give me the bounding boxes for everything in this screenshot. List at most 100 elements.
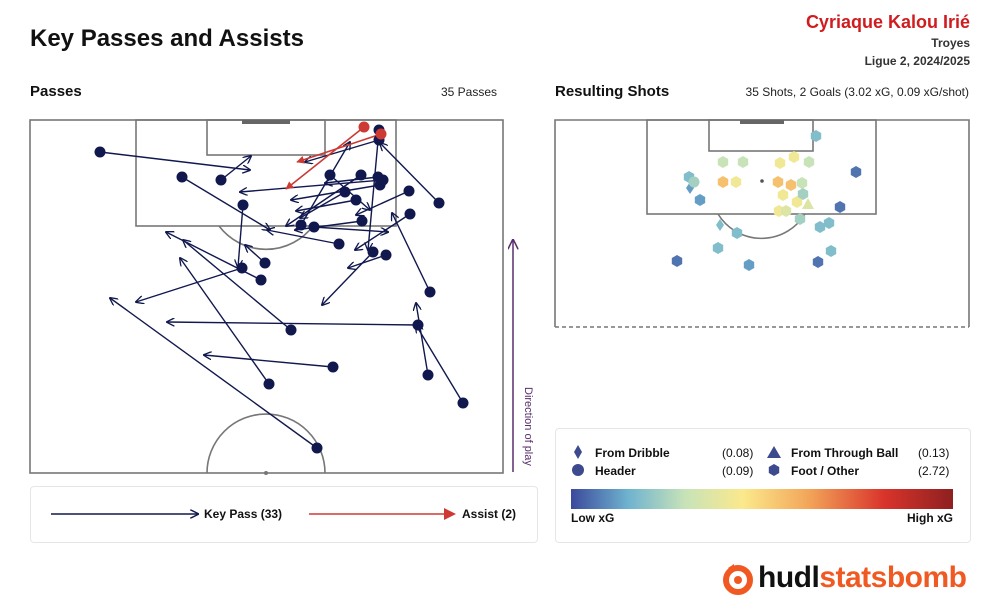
- key-pass-origin: [333, 238, 345, 250]
- shot-marker-foot: [797, 188, 809, 200]
- shots-goal-mouth: [740, 120, 784, 124]
- shot-marker-foot: [796, 177, 808, 189]
- shot-marker-foot: [803, 156, 815, 168]
- through-ball-legend-label: From Through Ball: [791, 446, 899, 460]
- key-pass-line: [325, 176, 379, 183]
- foot-legend-label: Foot / Other: [791, 464, 859, 478]
- key-pass-line: [183, 240, 292, 331]
- assist-origin: [375, 128, 387, 140]
- assist-line: [285, 126, 365, 190]
- key-pass-origin: [403, 185, 415, 197]
- goal-mouth: [242, 120, 290, 124]
- statsbomb-logo-icon: [723, 564, 753, 595]
- xg-colorbar: [571, 489, 953, 509]
- shot-marker-foot: [737, 156, 749, 168]
- shot-marker-dribble: [716, 219, 724, 231]
- dribble-legend-value: (0.08): [722, 446, 754, 460]
- shot-marker-through: [802, 198, 814, 209]
- key-pass-origin: [372, 171, 384, 183]
- assist-origin: [358, 121, 370, 133]
- shot-legend: [555, 428, 971, 543]
- passes-count: 35 Passes: [440, 85, 497, 99]
- key-pass-line: [167, 322, 419, 325]
- key-pass-origin: [412, 319, 424, 331]
- brand-wordmark: hudlstatsbomb: [758, 561, 967, 595]
- shot-marker-foot: [694, 194, 706, 206]
- key-pass-origin: [356, 215, 368, 227]
- passes-title: Passes: [30, 83, 82, 100]
- key-pass-origin: [380, 249, 392, 261]
- pass-layer: [94, 121, 469, 454]
- through-ball-legend-icon: [767, 446, 781, 458]
- brand-part-hudl: hudl: [758, 561, 820, 594]
- key-pass-line: [368, 129, 380, 250]
- shot-legend-graphics: [571, 445, 953, 509]
- shot-marker-foot: [810, 130, 822, 142]
- shot-marker-foot: [774, 157, 786, 169]
- shot-marker-foot: [731, 227, 743, 239]
- shot-marker-foot: [712, 242, 724, 254]
- key-pass-line: [240, 179, 384, 192]
- key-pass-origin: [311, 442, 323, 454]
- key-pass-line: [356, 190, 410, 215]
- dribble-legend-icon: [574, 445, 582, 459]
- key-pass-origin: [94, 146, 106, 158]
- key-pass-line: [220, 156, 251, 181]
- key-pass-line: [322, 251, 374, 305]
- key-pass-origin: [308, 221, 320, 233]
- key-pass-origin: [295, 219, 307, 231]
- key-pass-line: [296, 199, 357, 211]
- player-name: Cyriaque Kalou Irié: [805, 12, 970, 32]
- shot-marker-foot: [780, 205, 792, 217]
- key-pass-origin: [350, 194, 362, 206]
- key-pass-line: [110, 298, 318, 449]
- key-pass-line: [348, 254, 387, 268]
- key-pass-origin: [255, 274, 267, 286]
- key-pass-line: [313, 226, 388, 232]
- key-pass-line: [416, 325, 464, 404]
- shot-marker-foot: [730, 176, 742, 188]
- header-legend-value: (0.09): [722, 464, 754, 478]
- key-pass-origin: [433, 197, 445, 209]
- key-pass-origin: [236, 262, 248, 274]
- key-pass-line: [392, 213, 431, 293]
- key-pass-line: [295, 220, 363, 230]
- key-pass-origin: [176, 171, 188, 183]
- dribble-legend-label: From Dribble: [595, 446, 670, 460]
- direction-of-play-label: Direction of play: [522, 387, 534, 466]
- shot-marker-foot: [717, 156, 729, 168]
- shot-marker-header: [688, 176, 700, 188]
- shot-layer: [671, 130, 862, 271]
- foot-legend-icon: [768, 464, 780, 476]
- key-pass-line: [180, 258, 270, 385]
- key-pass-line: [204, 355, 334, 368]
- competition-label: Ligue 2, 2024/2025: [864, 54, 970, 68]
- header-legend-icon: [572, 464, 584, 476]
- key-pass-line: [99, 151, 250, 170]
- shot-marker-foot: [850, 166, 862, 178]
- key-pass-origin: [404, 208, 416, 220]
- key-pass-origin: [324, 169, 336, 181]
- through-ball-legend-value: (0.13): [918, 446, 950, 460]
- team-name: Troyes: [931, 36, 970, 50]
- shot-marker-foot: [671, 255, 683, 267]
- shot-marker-foot: [834, 201, 846, 213]
- shots-pitch-lines: [554, 119, 970, 328]
- key-pass-origin: [457, 397, 469, 409]
- shot-marker-foot: [825, 245, 837, 257]
- key-pass-origin: [367, 246, 379, 258]
- shots-title: Resulting Shots: [555, 83, 670, 100]
- key-pass-origin: [327, 361, 339, 373]
- key-pass-origin: [263, 378, 275, 390]
- centre-spot: [264, 471, 268, 475]
- shot-marker-foot: [772, 176, 784, 188]
- key-pass-origin: [424, 286, 436, 298]
- key-pass-origin: [355, 169, 367, 181]
- header-legend-label: Header: [595, 464, 636, 478]
- assist-legend-label: Assist (2): [462, 507, 517, 521]
- key-pass-origin: [215, 174, 227, 186]
- key-pass-origin: [285, 324, 297, 336]
- key-pass-line: [416, 303, 429, 376]
- key-pass-line: [136, 267, 243, 302]
